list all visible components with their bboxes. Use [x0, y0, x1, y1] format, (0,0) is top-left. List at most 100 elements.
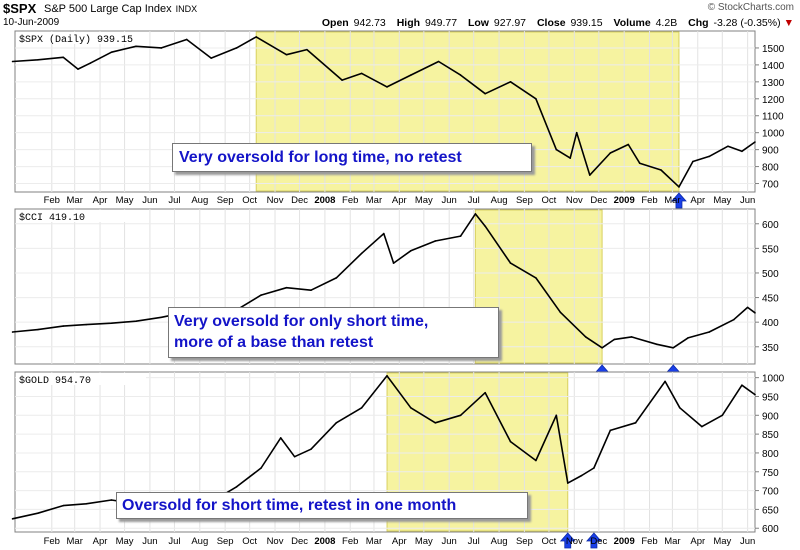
data-point [535, 97, 537, 100]
x-tick-label: 2009 [614, 536, 635, 547]
y-tick-label: 600 [762, 220, 779, 231]
y-tick-label: 1500 [762, 44, 785, 55]
data-point [11, 60, 14, 63]
data-point [741, 384, 743, 386]
data-point [279, 437, 282, 439]
high-label: High [396, 17, 421, 29]
data-point [721, 414, 724, 417]
data-point [360, 406, 363, 409]
data-point [692, 160, 694, 163]
data-point [609, 152, 612, 154]
y-tick-label: 700 [762, 487, 779, 498]
chg-label: Chg [688, 17, 709, 29]
data-point [708, 155, 711, 158]
data-point [89, 62, 92, 64]
x-tick-label: Jul [468, 195, 480, 206]
x-tick-label: Feb [342, 195, 358, 206]
cci-annotation: Very oversold for only short time, more … [168, 307, 499, 358]
data-point [627, 143, 630, 146]
y-tick-label: 700 [762, 180, 779, 191]
x-tick-label: Sep [516, 195, 533, 206]
x-tick-label: Jul [468, 536, 480, 547]
y-tick-label: 850 [762, 430, 779, 441]
data-point [409, 406, 412, 409]
data-point [135, 320, 137, 322]
x-tick-label: May [713, 536, 731, 547]
data-point [535, 459, 537, 462]
data-point [306, 48, 308, 51]
data-point [459, 235, 462, 237]
x-tick-label: Mar [366, 195, 382, 206]
x-tick-label: Apr [93, 536, 108, 547]
x-tick-label: Feb [44, 195, 60, 206]
data-point [85, 502, 87, 505]
data-point [335, 277, 338, 279]
volume-label: Volume [613, 17, 651, 29]
x-tick-label: Apr [93, 195, 108, 206]
data-point [110, 499, 113, 501]
data-point [110, 322, 113, 324]
y-tick-label: 550 [762, 244, 779, 255]
cci-annotation-line2: more of a base than retest [174, 334, 374, 351]
x-tick-label: 2008 [314, 536, 335, 547]
ticker-symbol: $SPX [3, 1, 37, 16]
data-point [341, 79, 343, 81]
y-tick-label: 400 [762, 318, 779, 329]
data-point [509, 81, 512, 83]
x-tick-label: 2008 [314, 195, 335, 206]
x-tick-label: Nov [267, 536, 284, 547]
panel-label: $SPX (Daily) 939.15 [19, 34, 133, 46]
x-tick-label: Mar [664, 536, 680, 547]
data-point [235, 486, 238, 488]
y-tick-label: 1000 [762, 374, 785, 385]
data-point [62, 325, 65, 327]
data-point [434, 422, 437, 424]
low-value: 927.97 [493, 17, 527, 29]
x-tick-label: Jun [442, 536, 457, 547]
x-tick-label: Aug [491, 195, 508, 206]
data-point [360, 72, 363, 75]
data-point [559, 311, 562, 314]
price-line [12, 213, 756, 349]
data-point [630, 336, 633, 338]
x-tick-label: Feb [641, 195, 657, 206]
data-point [732, 318, 735, 321]
x-tick-label: Apr [392, 195, 407, 206]
data-point [335, 422, 338, 424]
x-tick-label: Aug [491, 536, 508, 547]
x-tick-label: Jun [740, 536, 755, 547]
x-tick-label: Jun [142, 195, 157, 206]
data-point [593, 467, 595, 469]
data-point [37, 512, 39, 514]
low-label: Low [467, 17, 489, 29]
close-label: Close [536, 17, 566, 29]
data-point [260, 467, 262, 469]
data-point [638, 162, 641, 164]
x-tick-label: Sep [217, 195, 234, 206]
x-tick-label: 2009 [614, 195, 635, 206]
x-tick-label: Feb [641, 536, 657, 547]
data-point [386, 374, 388, 377]
data-point [62, 504, 65, 507]
x-tick-label: Jul [168, 195, 180, 206]
volume-value: 4.2B [655, 17, 678, 29]
data-point [727, 145, 729, 148]
x-tick-label: May [116, 536, 134, 547]
y-tick-label: 1300 [762, 78, 785, 89]
data-point [285, 53, 288, 56]
data-point [135, 45, 137, 48]
data-point [708, 331, 711, 333]
data-point [11, 518, 14, 520]
y-tick-label: 1200 [762, 95, 785, 106]
x-tick-label: Apr [690, 195, 705, 206]
data-point [555, 148, 558, 151]
y-tick-label: 1400 [762, 61, 785, 72]
panel-label-bg [16, 210, 146, 222]
data-point [459, 414, 462, 417]
high-value: 949.77 [424, 17, 458, 29]
y-tick-label: 650 [762, 505, 779, 516]
data-point [569, 157, 572, 159]
x-tick-label: Nov [566, 195, 583, 206]
y-tick-label: 800 [762, 163, 779, 174]
